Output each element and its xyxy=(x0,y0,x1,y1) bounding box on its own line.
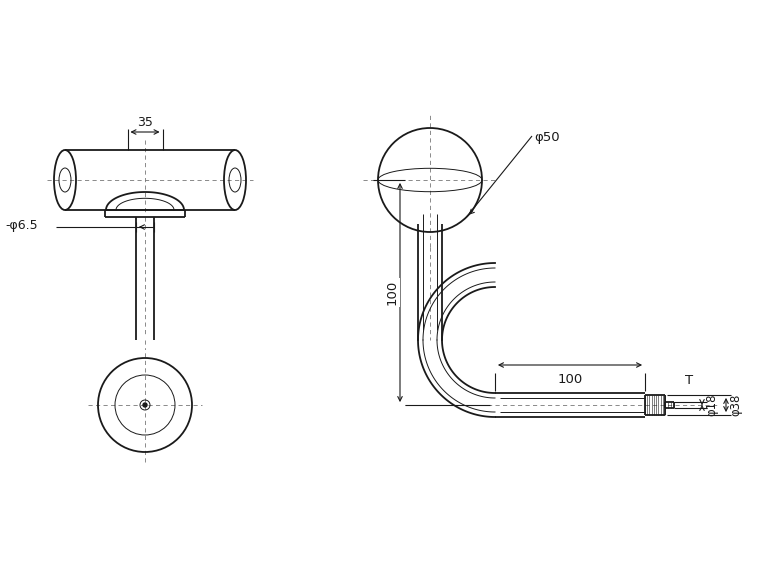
Text: T: T xyxy=(685,374,693,388)
Text: φ50: φ50 xyxy=(534,132,559,145)
Text: φ38: φ38 xyxy=(729,394,742,416)
Text: -φ6.5: -φ6.5 xyxy=(5,218,38,231)
Text: 100: 100 xyxy=(557,373,583,386)
Text: 100: 100 xyxy=(385,280,398,305)
Text: φ18: φ18 xyxy=(705,394,718,416)
Circle shape xyxy=(143,403,147,407)
Text: 35: 35 xyxy=(137,116,153,129)
